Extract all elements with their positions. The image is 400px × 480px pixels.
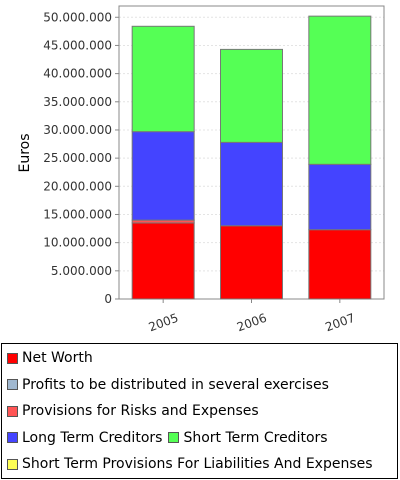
legend-swatch bbox=[168, 432, 180, 443]
bar-segment-short-term-creditors-2007 bbox=[308, 15, 372, 165]
y-tick-label: 15.000.000 bbox=[43, 207, 112, 221]
legend-row: Short Term Provisions For Liabilities An… bbox=[7, 454, 379, 474]
legend-label: Net Worth bbox=[22, 350, 93, 366]
legend-item: Short Term Provisions For Liabilities An… bbox=[7, 456, 373, 472]
y-axis-ticks: 0 5.000.000 10.000.000 15.000.000 20.000.000… bbox=[43, 10, 119, 306]
legend-row: Net Worth bbox=[7, 348, 99, 368]
bar-segment-short-term-creditors-2005 bbox=[131, 25, 195, 133]
legend-swatch bbox=[7, 352, 18, 364]
bars bbox=[131, 15, 372, 300]
y-tick-label: 30.000.000 bbox=[43, 123, 112, 137]
legend-label: Provisions for Risks and Expenses bbox=[22, 403, 259, 419]
bar-segment-long-term-creditors-2005 bbox=[131, 131, 195, 221]
y-tick-label: 10.000.000 bbox=[43, 236, 112, 250]
legend-row: Profits to be distributed in several exe… bbox=[7, 375, 335, 395]
x-tick-label: 2006 bbox=[235, 311, 268, 335]
legend-swatch bbox=[7, 405, 18, 417]
y-tick-label: 40.000.000 bbox=[43, 67, 112, 81]
legend-swatch bbox=[7, 458, 18, 470]
x-axis-ticks: 2005 2006 2007 bbox=[147, 299, 357, 334]
y-tick-label: 5.000.000 bbox=[51, 264, 112, 278]
stacked-bar-chart: 0 5.000.000 10.000.000 15.000.000 20.000.000… bbox=[17, 5, 385, 334]
y-tick-label: 25.000.000 bbox=[43, 151, 112, 165]
legend-swatch bbox=[7, 432, 18, 443]
legend-label: Short Term Creditors bbox=[183, 429, 328, 446]
y-tick-label: 50.000.000 bbox=[43, 10, 112, 24]
bar-segment-long-term-creditors-2006 bbox=[220, 141, 283, 227]
legend-item: Short Term Creditors bbox=[168, 429, 328, 446]
y-axis-title: Euros bbox=[17, 133, 33, 172]
legend-item: Provisions for Risks and Expenses bbox=[7, 403, 259, 419]
legend-item: Net Worth bbox=[7, 350, 93, 366]
y-tick-label: 0 bbox=[104, 292, 112, 306]
legend-swatch bbox=[7, 379, 18, 390]
legend-row: Long Term Creditors Short Term Creditors bbox=[7, 428, 334, 448]
x-tick-label: 2007 bbox=[323, 311, 356, 335]
bar-segment-net-worth-2007 bbox=[308, 229, 372, 300]
legend-row: Provisions for Risks and Expenses bbox=[7, 401, 265, 421]
y-tick-label: 45.000.000 bbox=[43, 38, 112, 52]
bar-segment-long-term-creditors-2007 bbox=[308, 163, 372, 231]
bar-segment-short-term-creditors-2006 bbox=[220, 48, 283, 143]
bar-segment-net-worth-2006 bbox=[220, 225, 283, 300]
legend-label: Long Term Creditors bbox=[22, 429, 163, 446]
chart-legend: Net Worth Profits to be distributed in se… bbox=[1, 343, 398, 479]
legend-item: Long Term Creditors bbox=[7, 430, 162, 446]
y-tick-label: 35.000.000 bbox=[43, 95, 112, 109]
legend-label: Short Term Provisions For Liabilities An… bbox=[22, 456, 373, 472]
legend-label: Profits to be distributed in several exe… bbox=[22, 376, 329, 393]
bar-segment-net-worth-2005 bbox=[131, 222, 195, 300]
y-tick-label: 20.000.000 bbox=[43, 179, 112, 193]
x-tick-label: 2005 bbox=[147, 311, 180, 335]
legend-item: Profits to be distributed in several exe… bbox=[7, 377, 329, 393]
